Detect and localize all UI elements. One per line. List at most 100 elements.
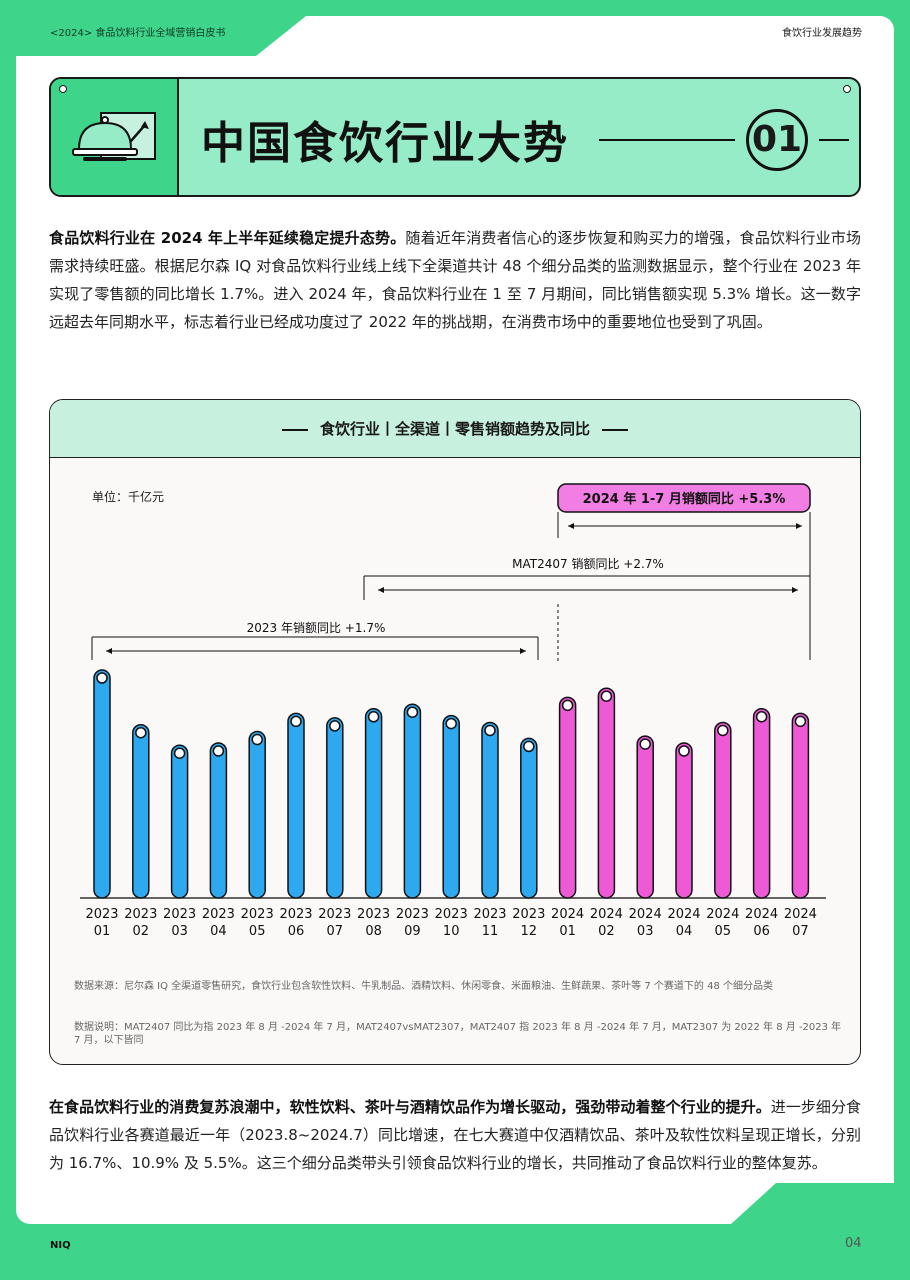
x-tick-month: 01 — [94, 924, 111, 939]
ytd-annotation: 2024 年 1-7 月销额同比 +5.3% — [583, 491, 786, 507]
bar-2024-04 — [675, 742, 693, 899]
x-tick-month: 08 — [365, 924, 382, 939]
bar-2023-09 — [403, 703, 422, 899]
x-tick-month: 03 — [637, 924, 654, 939]
bar-top-dot — [96, 672, 108, 684]
bar-2024-02 — [597, 687, 616, 899]
bar-2023-05 — [248, 730, 266, 899]
x-tick-year: 2023 — [396, 907, 429, 922]
x-tick-year: 2023 — [202, 907, 235, 922]
x-tick-month: 06 — [753, 924, 770, 939]
x-tick-month: 02 — [133, 924, 150, 939]
ytd-label-box — [557, 483, 811, 513]
bar-2023-08 — [364, 708, 383, 899]
x-tick-year: 2023 — [357, 907, 390, 922]
bar-2023-10 — [442, 714, 460, 899]
bar-top-dot — [406, 706, 419, 718]
x-tick-month: 11 — [482, 924, 499, 939]
x-tick-month: 04 — [676, 924, 693, 939]
intro-body: 随着近年消费者信心的逐步恢复和购买力的增强，食品饮料行业市场需求持续旺盛。根据尼… — [49, 229, 861, 331]
bar-2023-03 — [170, 744, 189, 899]
x-tick-month: 03 — [171, 924, 188, 939]
x-tick-year: 2024 — [745, 907, 778, 922]
data-explanation-note: 数据说明：MAT2407 同比为指 2023 年 8 月 -2024 年 7 月… — [74, 1022, 842, 1046]
bar-2023-07 — [326, 717, 344, 899]
intro-paragraph: 食品饮料行业在 2024 年上半年延续稳定提升态势。随着近年消费者信心的逐步恢复… — [49, 224, 861, 336]
x-tick-year: 2023 — [473, 907, 506, 922]
banner-divider — [819, 139, 849, 141]
bar-top-dot — [212, 745, 225, 757]
data-source-note: 数据来源：尼尔森 IQ 全渠道零售研究，食饮行业包含软性饮料、牛乳制品、酒精饮料… — [74, 981, 773, 992]
x-tick-month: 04 — [210, 924, 227, 939]
bar-top-dot — [678, 745, 690, 757]
chart-header: 食饮行业丨全渠道丨零售销额趋势及同比 — [50, 400, 860, 458]
mat-annotation: MAT2407 销额同比 +2.7% — [512, 557, 664, 571]
intro-lead: 食品饮料行业在 2024 年上半年延续稳定提升态势。 — [49, 229, 406, 247]
bar-2023-02 — [132, 723, 150, 899]
bar-top-dot — [717, 724, 729, 737]
x-tick-year: 2023 — [124, 907, 157, 922]
corner-dot-icon — [843, 85, 851, 93]
bar-2024-05 — [714, 721, 732, 899]
x-tick-year: 2023 — [279, 907, 312, 922]
chart-panel: 食饮行业丨全渠道丨零售销额趋势及同比 单位：千亿元 2024 年 1-7 月销额… — [49, 399, 861, 1065]
x-tick-month: 01 — [559, 924, 576, 939]
bar-top-dot — [639, 738, 651, 750]
bar-top-dot — [251, 733, 263, 746]
x-tick-month: 07 — [327, 924, 344, 939]
bar-2024-01 — [558, 696, 577, 899]
x-tick-month: 10 — [443, 924, 460, 939]
bar-top-dot — [755, 711, 768, 723]
x-tick-year: 2023 — [318, 907, 351, 922]
x-tick-year: 2023 — [512, 907, 545, 922]
bar-chart: 2024 年 1-7 月销额同比 +5.3% MAT2407 销额同比 +2.7… — [80, 483, 826, 939]
bar-top-dot — [523, 740, 535, 753]
x-tick-year: 2024 — [590, 907, 623, 922]
banner-divider — [599, 139, 735, 141]
chart-title: 食饮行业丨全渠道丨零售销额趋势及同比 — [319, 420, 590, 438]
bar-top-dot — [794, 715, 807, 728]
bar-2024-07 — [791, 712, 810, 899]
outro-paragraph: 在食品饮料行业的消费复苏浪潮中，软性饮料、茶叶与酒精饮品作为增长驱动，强劲带动着… — [49, 1093, 861, 1177]
banner-title: 中国食饮行业大势 — [201, 118, 569, 169]
x-tick-year: 2023 — [241, 907, 274, 922]
bar-2023-11 — [481, 721, 499, 899]
x-tick-month: 05 — [249, 924, 266, 939]
section-title: 食饮行业发展趋势 — [782, 28, 862, 39]
x-tick-year: 2024 — [784, 907, 817, 922]
x-tick-month: 06 — [288, 924, 305, 939]
niq-logo: NIQ — [50, 1240, 71, 1251]
x-tick-year: 2024 — [629, 907, 662, 922]
x-tick-month: 02 — [598, 924, 615, 939]
arrow-head — [568, 523, 574, 529]
bar-2024-06 — [752, 708, 771, 899]
x-tick-month: 12 — [521, 924, 538, 939]
bar-top-dot — [600, 690, 613, 702]
bar-2023-06 — [287, 712, 305, 899]
title-dash — [602, 428, 628, 431]
bar-top-dot — [173, 747, 186, 759]
section-number: 01 — [746, 109, 808, 171]
banner-icon-box — [51, 79, 179, 195]
document-series-title: <2024> 食品饮料行业全域营销白皮书 — [50, 28, 226, 39]
x-tick-year: 2024 — [667, 907, 700, 922]
outro-lead: 在食品饮料行业的消费复苏浪潮中，软性饮料、茶叶与酒精饮品作为增长驱动，强劲带动着… — [49, 1098, 771, 1116]
outro-body: 进一步细分食品饮料行业各赛道最近一年（2023.8~2024.7）同比增速，在七… — [49, 1098, 861, 1172]
bar-top-dot — [329, 720, 341, 732]
x-tick-year: 2023 — [163, 907, 196, 922]
arrow-head — [796, 523, 802, 529]
bar-2023-01 — [93, 669, 111, 899]
x-tick-year: 2023 — [435, 907, 468, 922]
title-dash — [281, 428, 308, 431]
chart-unit: 单位：千亿元 — [92, 490, 165, 504]
arrow-head — [792, 587, 798, 593]
x-tick-year: 2024 — [706, 907, 739, 922]
year-2023-annotation: 2023 年销额同比 +1.7% — [247, 621, 386, 635]
bar-2024-03 — [636, 735, 654, 899]
arrow-head — [378, 587, 384, 593]
x-tick-year: 2024 — [551, 907, 584, 922]
section-banner: 中国食饮行业大势 01 — [49, 77, 861, 197]
x-tick-year: 2023 — [85, 907, 118, 922]
bar-top-dot — [367, 711, 380, 723]
bar-top-dot — [561, 699, 574, 712]
